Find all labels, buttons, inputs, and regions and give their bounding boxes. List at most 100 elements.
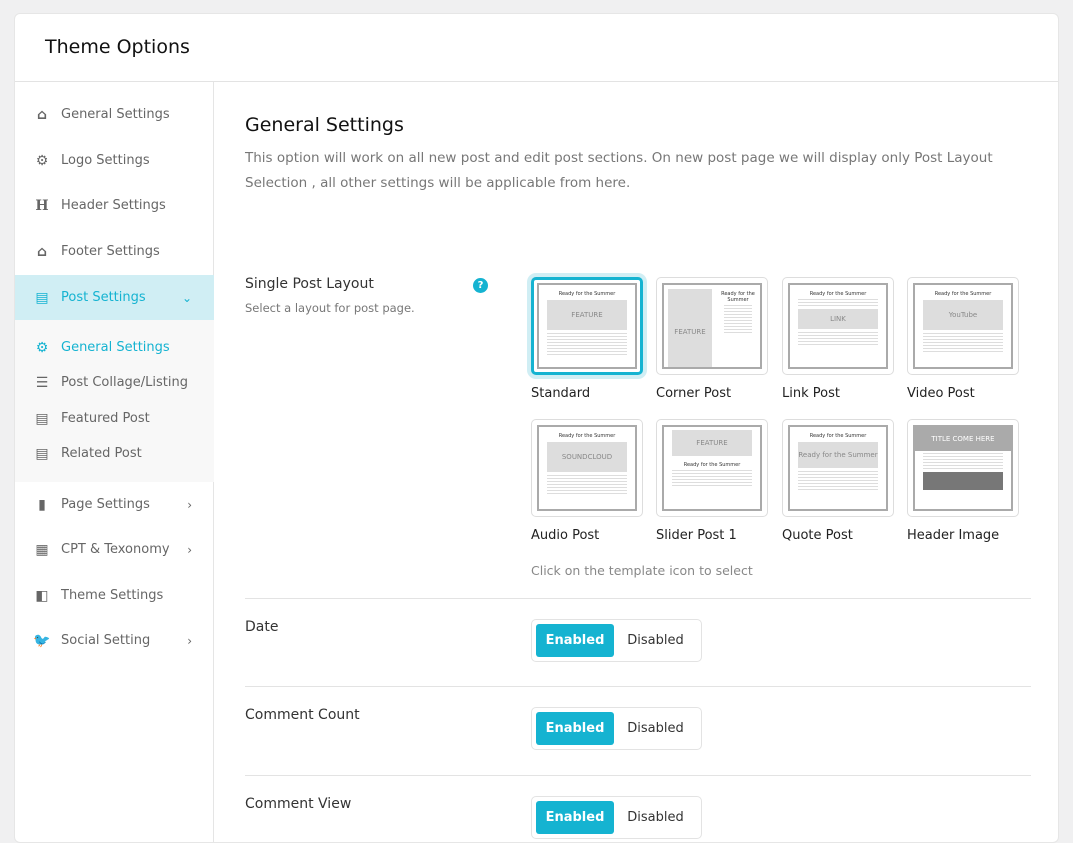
page-title: Theme Options: [15, 14, 1058, 82]
layout-option-label: Corner Post: [656, 386, 732, 401]
layout-option-corner-post[interactable]: FEATURE Ready for the Summer: [656, 277, 768, 375]
text-line: [798, 483, 878, 484]
preview-post-title: Ready for the Summer: [934, 291, 992, 297]
preview-post-title: Ready for the Summer: [809, 433, 867, 439]
home-icon: ⌂: [36, 106, 48, 123]
enabled-button[interactable]: Enabled: [536, 624, 614, 657]
text-line: [724, 323, 752, 324]
theme-options-panel: Theme Options ⌂ General Settings ⚙ Logo Se…: [14, 13, 1059, 843]
text-line: [547, 345, 627, 346]
layout-preview: Ready for the Summer SOUNDCLOUD: [537, 425, 637, 511]
sidebar-item-label: Logo Settings: [61, 153, 150, 168]
layout-preview: Ready for the Summer YouTube: [913, 283, 1013, 369]
submenu-item-post-collage[interactable]: ☰ Post Collage/Listing: [15, 365, 214, 400]
twitter-icon: 🐦: [33, 632, 51, 649]
layout-option-standard[interactable]: Ready for the Summer FEATURE: [531, 277, 643, 375]
layout-option-header-image[interactable]: TITLE COME HERE: [907, 419, 1019, 517]
text-line: [923, 345, 1003, 346]
date-toggle: Enabled Disabled: [531, 619, 702, 662]
text-line: [547, 336, 627, 337]
layout-preview: FEATURE Ready for the Summer: [662, 283, 762, 369]
layout-option-link-post[interactable]: Ready for the Summer LINK: [782, 277, 894, 375]
text-line: [798, 344, 878, 345]
enabled-button[interactable]: Enabled: [536, 712, 614, 745]
text-line: [724, 332, 752, 333]
section-description: This option will work on all new post an…: [245, 150, 993, 191]
sidebar-item-social-setting[interactable]: 🐦 Social Setting ›: [15, 618, 214, 663]
preview-post-title: Ready for the Summer: [558, 433, 616, 439]
enabled-button[interactable]: Enabled: [536, 801, 614, 834]
chevron-down-icon: ⌄: [181, 290, 192, 305]
preview-link: LINK: [798, 309, 878, 329]
layout-preview: Ready for the Summer Ready for the Summer: [788, 425, 888, 511]
text-line: [547, 478, 627, 479]
text-line: [724, 305, 752, 306]
text-line: [923, 348, 1003, 349]
newspaper-icon: ▤: [35, 445, 49, 462]
home-icon: ⌂: [36, 243, 48, 260]
section-title: General Settings: [245, 114, 404, 136]
text-line: [672, 482, 752, 483]
text-line: [798, 338, 878, 339]
sidebar-item-page-settings[interactable]: ▮ Page Settings ›: [15, 482, 214, 527]
layout-option-slider-post-1[interactable]: FEATURE Ready for the Summer: [656, 419, 768, 517]
text-line: [547, 348, 627, 349]
sidebar-item-label: Page Settings: [61, 497, 150, 512]
submenu-item-label: Post Collage/Listing: [61, 375, 189, 390]
layout-option-video-post[interactable]: Ready for the Summer YouTube: [907, 277, 1019, 375]
disabled-button[interactable]: Disabled: [627, 633, 684, 648]
sidebar-item-theme-settings[interactable]: ◧ Theme Settings: [15, 573, 214, 618]
text-line: [672, 473, 752, 474]
text-line: [798, 486, 878, 487]
comment-view-label: Comment View: [245, 796, 352, 812]
text-line: [724, 320, 752, 321]
sidebar-item-logo-settings[interactable]: ⚙ Logo Settings: [15, 138, 214, 183]
text-line: [923, 339, 1003, 340]
text-line: [547, 490, 627, 491]
sidebar-item-label: Theme Settings: [61, 588, 164, 603]
divider: [245, 686, 1031, 687]
submenu-item-general-settings[interactable]: ⚙ General Settings: [15, 330, 214, 365]
chevron-right-icon: ›: [187, 633, 192, 648]
preview-header-title: TITLE COME HERE: [915, 427, 1011, 451]
submenu-item-label: Featured Post: [61, 411, 150, 426]
text-line: [547, 339, 627, 340]
sidebar: ⌂ General Settings ⚙ Logo Settings H Header…: [15, 82, 214, 842]
help-icon[interactable]: ?: [473, 278, 488, 293]
text-line: [798, 341, 878, 342]
sidebar-item-label: Social Setting: [61, 633, 151, 648]
layout-option-quote-post[interactable]: Ready for the Summer Ready for the Summer: [782, 419, 894, 517]
comment-view-toggle: Enabled Disabled: [531, 796, 702, 839]
text-line: [547, 487, 627, 488]
text-line: [923, 462, 1003, 463]
sidebar-item-footer-settings[interactable]: ⌂ Footer Settings: [15, 229, 214, 274]
disabled-button[interactable]: Disabled: [627, 810, 684, 825]
chevron-right-icon: ›: [187, 497, 192, 512]
text-line: [547, 493, 627, 494]
date-label: Date: [245, 619, 279, 635]
submenu-item-featured-post[interactable]: ▤ Featured Post: [15, 401, 214, 436]
text-line: [672, 470, 752, 471]
text-line: [923, 336, 1003, 337]
sidebar-item-post-settings[interactable]: ▤ Post Settings ⌄: [15, 275, 214, 320]
layout-option-audio-post[interactable]: Ready for the Summer SOUNDCLOUD: [531, 419, 643, 517]
text-line: [724, 308, 752, 309]
layout-preview: FEATURE Ready for the Summer: [662, 425, 762, 511]
post-settings-submenu: ⚙ General Settings ☰ Post Collage/Listing …: [15, 320, 214, 482]
layout-option-label: Video Post: [907, 386, 975, 401]
comment-count-label: Comment Count: [245, 707, 360, 723]
text-line: [724, 314, 752, 315]
gear-icon: ⚙: [35, 339, 49, 356]
newspaper-icon: ▤: [35, 410, 49, 427]
preview-feature: FEATURE: [547, 300, 627, 330]
sidebar-item-cpt-taxonomy[interactable]: ▦ CPT & Texonomy ›: [15, 527, 214, 572]
submenu-item-related-post[interactable]: ▤ Related Post: [15, 436, 214, 471]
text-line: [923, 468, 1003, 469]
sidebar-item-general-settings[interactable]: ⌂ General Settings: [15, 92, 214, 137]
text-line: [547, 342, 627, 343]
disabled-button[interactable]: Disabled: [627, 721, 684, 736]
text-line: [923, 351, 1003, 352]
text-line: [672, 476, 752, 477]
comment-count-toggle: Enabled Disabled: [531, 707, 702, 750]
sidebar-item-header-settings[interactable]: H Header Settings: [15, 183, 214, 228]
